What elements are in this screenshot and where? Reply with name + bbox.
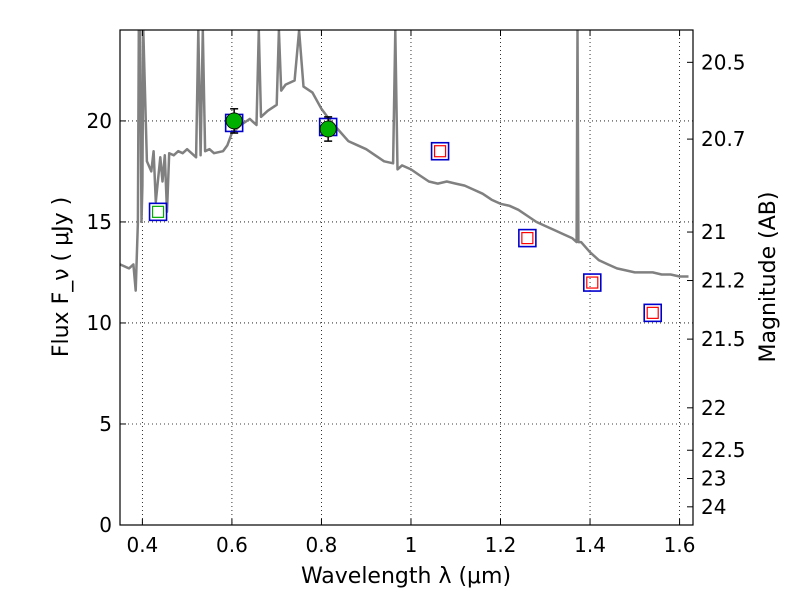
- red-square-marker: [586, 276, 599, 289]
- spectrum-line: [120, 30, 689, 292]
- right-tick-label: 24: [701, 495, 726, 519]
- y-axis-label: Flux F_ν ( μJy ): [49, 197, 74, 357]
- y-tick-label: 5: [99, 412, 112, 436]
- right-tick-label: 21: [701, 220, 726, 244]
- x-tick-label: 0.6: [216, 533, 248, 557]
- x-tick-label: 1: [405, 533, 418, 557]
- green-square-marker: [151, 205, 165, 218]
- y-tick-label: 20: [87, 109, 112, 133]
- x-tick-label: 1.4: [574, 533, 606, 557]
- blue-square-marker: [518, 228, 537, 248]
- green-circle-marker: [319, 120, 337, 138]
- right-tick-label: 22.5: [701, 438, 746, 462]
- y-tick-label: 10: [87, 311, 112, 335]
- x-tick-label: 0.4: [126, 533, 158, 557]
- x-axis: 0.4 0.6 0.8 1 1.2 1.4 1.6: [126, 30, 695, 557]
- x-tick-label: 0.8: [306, 533, 338, 557]
- right-axis-label: Magnitude (AB): [756, 192, 781, 363]
- blue-square-marker: [430, 141, 450, 161]
- plot-frame: [119, 29, 694, 526]
- right-tick-label: 20.7: [701, 127, 746, 151]
- blue-square-marker: [643, 303, 663, 323]
- y-axis: 0 5 10 15 20: [87, 109, 126, 537]
- red-square-marker: [646, 306, 659, 319]
- x-tick-label: 1.6: [664, 533, 696, 557]
- y-tick-label: 15: [87, 210, 112, 234]
- blue-square-marker: [582, 273, 602, 292]
- red-square-marker: [521, 232, 534, 245]
- marker-series: [148, 108, 663, 323]
- x-tick-label: 1.2: [485, 533, 517, 557]
- grid: [120, 30, 693, 525]
- right-tick-label: 21.2: [701, 269, 746, 293]
- right-axis: 20.5 20.7 21 21.2 21.5 22 22.5 23 24: [687, 50, 746, 519]
- x-axis-label: Wavelength λ (μm): [301, 564, 511, 589]
- right-tick-label: 21.5: [701, 327, 746, 351]
- y-tick-label: 0: [99, 513, 112, 537]
- right-tick-label: 23: [701, 467, 726, 491]
- red-square-marker: [433, 145, 447, 158]
- right-tick-label: 20.5: [701, 50, 746, 74]
- spectrum-line-series: [120, 30, 689, 292]
- green-circle-marker: [225, 112, 243, 130]
- right-tick-label: 22: [701, 396, 726, 420]
- blue-square-marker: [148, 202, 168, 222]
